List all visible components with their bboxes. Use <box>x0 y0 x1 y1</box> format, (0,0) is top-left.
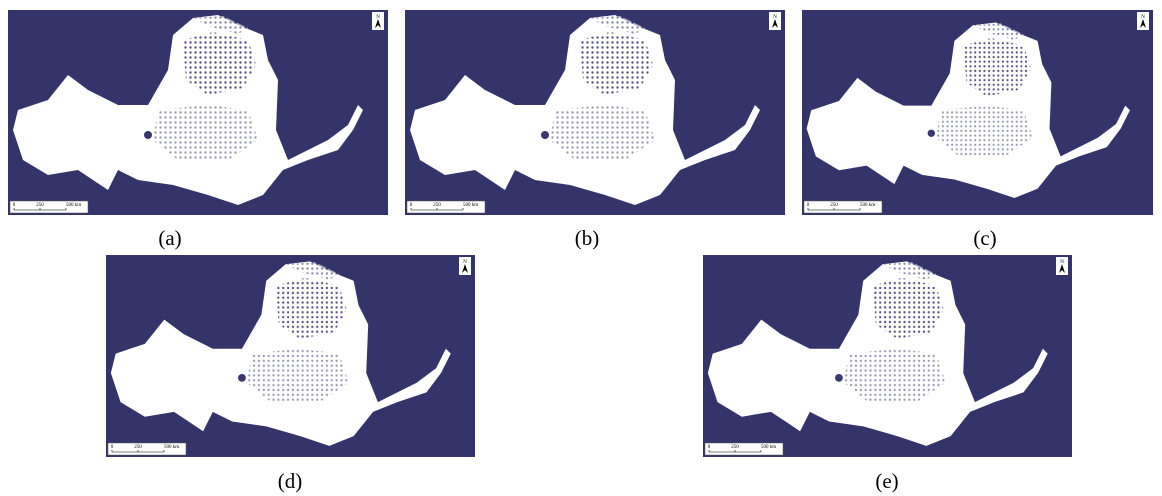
panel-label: (d) <box>250 469 330 494</box>
scale-label: 250 <box>134 445 142 450</box>
scale-label: 250 <box>433 203 441 208</box>
scale-label: 500 km <box>860 203 875 208</box>
north-label: N <box>376 15 380 20</box>
scale-label: 500 km <box>463 203 478 208</box>
north-label: N <box>463 260 467 265</box>
north-label: N <box>1141 15 1145 20</box>
north-label: N <box>1060 260 1064 265</box>
scale-label: 250 <box>731 445 739 450</box>
panel-label: (b) <box>547 226 627 251</box>
scale-label: 500 km <box>761 445 776 450</box>
north-label: N <box>773 15 777 20</box>
figure: (() => { const data = JSON.parse(documen… <box>0 0 1162 496</box>
scale-label: 250 <box>36 203 44 208</box>
scale-label: 500 km <box>164 445 179 450</box>
panel-label: (e) <box>847 469 927 494</box>
panel-label: (a) <box>130 226 210 251</box>
panel-label: (c) <box>945 226 1025 251</box>
scale-label: 500 km <box>66 203 81 208</box>
scale-label: 250 <box>830 203 838 208</box>
